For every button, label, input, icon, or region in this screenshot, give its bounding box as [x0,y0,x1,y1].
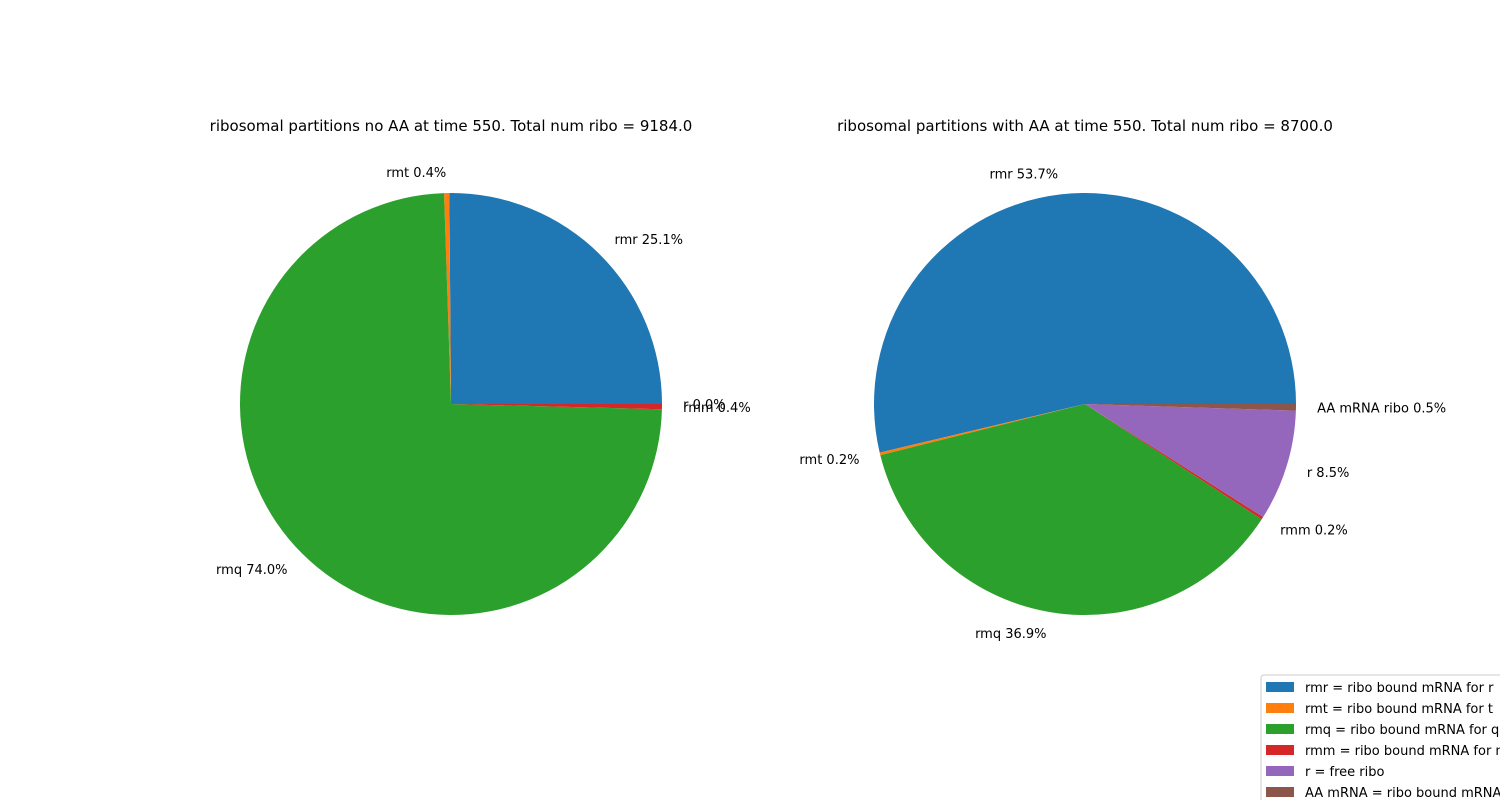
right-pie-slice-aa-mrna [1085,404,1296,411]
right-pie-slices [874,193,1296,615]
right-pie-label-rmm: rmm 0.2% [1280,524,1348,539]
legend-swatch-aa-mrna [1266,787,1294,797]
right-pie-chart: ribosomal partitions with AA at time 550… [799,117,1446,642]
right-pie-slice-rmm [1085,404,1264,520]
right-pie-label-rmr: rmr 53.7% [990,167,1059,182]
legend-items: rmr = ribo bound mRNA for r rmt = ribo bo… [1266,681,1500,800]
left-pie-slices [239,193,662,615]
legend-swatch-r [1266,766,1294,776]
left-pie-label-rmt: rmt 0.4% [386,166,446,181]
right-pie-label-aa-mrna: AA mRNA ribo 0.5% [1317,402,1446,417]
right-pie-slice-rmt [879,404,1085,456]
legend-swatch-rmm [1266,745,1294,755]
legend-swatch-rmt [1266,703,1294,713]
right-pie-labels: rmr 53.7% rmt 0.2% rmq 36.9% rmm 0.2% r 8.5%… [799,167,1446,641]
legend-label-aa-mrna: AA mRNA = ribo bound mRNA [1305,786,1500,800]
left-pie-label-rmq: rmq 74.0% [216,563,287,578]
left-pie-slice-rmq [239,193,662,615]
legend-label-rmm: rmm = ribo bound mRNA for m [1305,744,1500,759]
right-chart-title: ribosomal partitions with AA at time 550… [837,117,1333,135]
left-pie-slice-rmm [451,404,662,410]
legend-frame [1260,674,1500,800]
legend-label-rmq: rmq = ribo bound mRNA for q [1305,723,1499,738]
left-pie-slice-rmr [449,193,662,404]
legend-label-rmr: rmr = ribo bound mRNA for r [1305,681,1494,696]
legend-label-r: r = free ribo [1305,765,1384,780]
legend-swatch-rmr [1266,682,1294,692]
left-pie-slice-rmt [444,193,451,404]
legend-swatch-rmq [1266,724,1294,734]
left-pie-label-r: r 0.0% [683,398,726,413]
left-pie-label-rmr: rmr 25.1% [614,233,683,248]
right-pie-slice-r [1085,404,1296,518]
legend-label-rmt: rmt = ribo bound mRNA for t [1305,702,1493,717]
left-chart-title: ribosomal partitions no AA at time 550. … [210,117,693,135]
right-pie-label-rmq: rmq 36.9% [975,627,1046,642]
left-pie-labels: rmr 25.1% rmt 0.4% rmq 74.0% rmm 0.4%r 0.0% [216,166,751,578]
right-pie-slice-rmr [874,193,1296,453]
right-pie-label-rmt: rmt 0.2% [799,453,859,468]
right-pie-slice-rmq [880,404,1262,615]
left-pie-chart: ribosomal partitions no AA at time 550. … [210,117,751,615]
left-pie-label-rmm: rmm 0.4% [683,401,751,416]
right-pie-label-r: r 8.5% [1307,466,1350,481]
legend: rmr = ribo bound mRNA for r rmt = ribo bo… [1260,674,1500,800]
